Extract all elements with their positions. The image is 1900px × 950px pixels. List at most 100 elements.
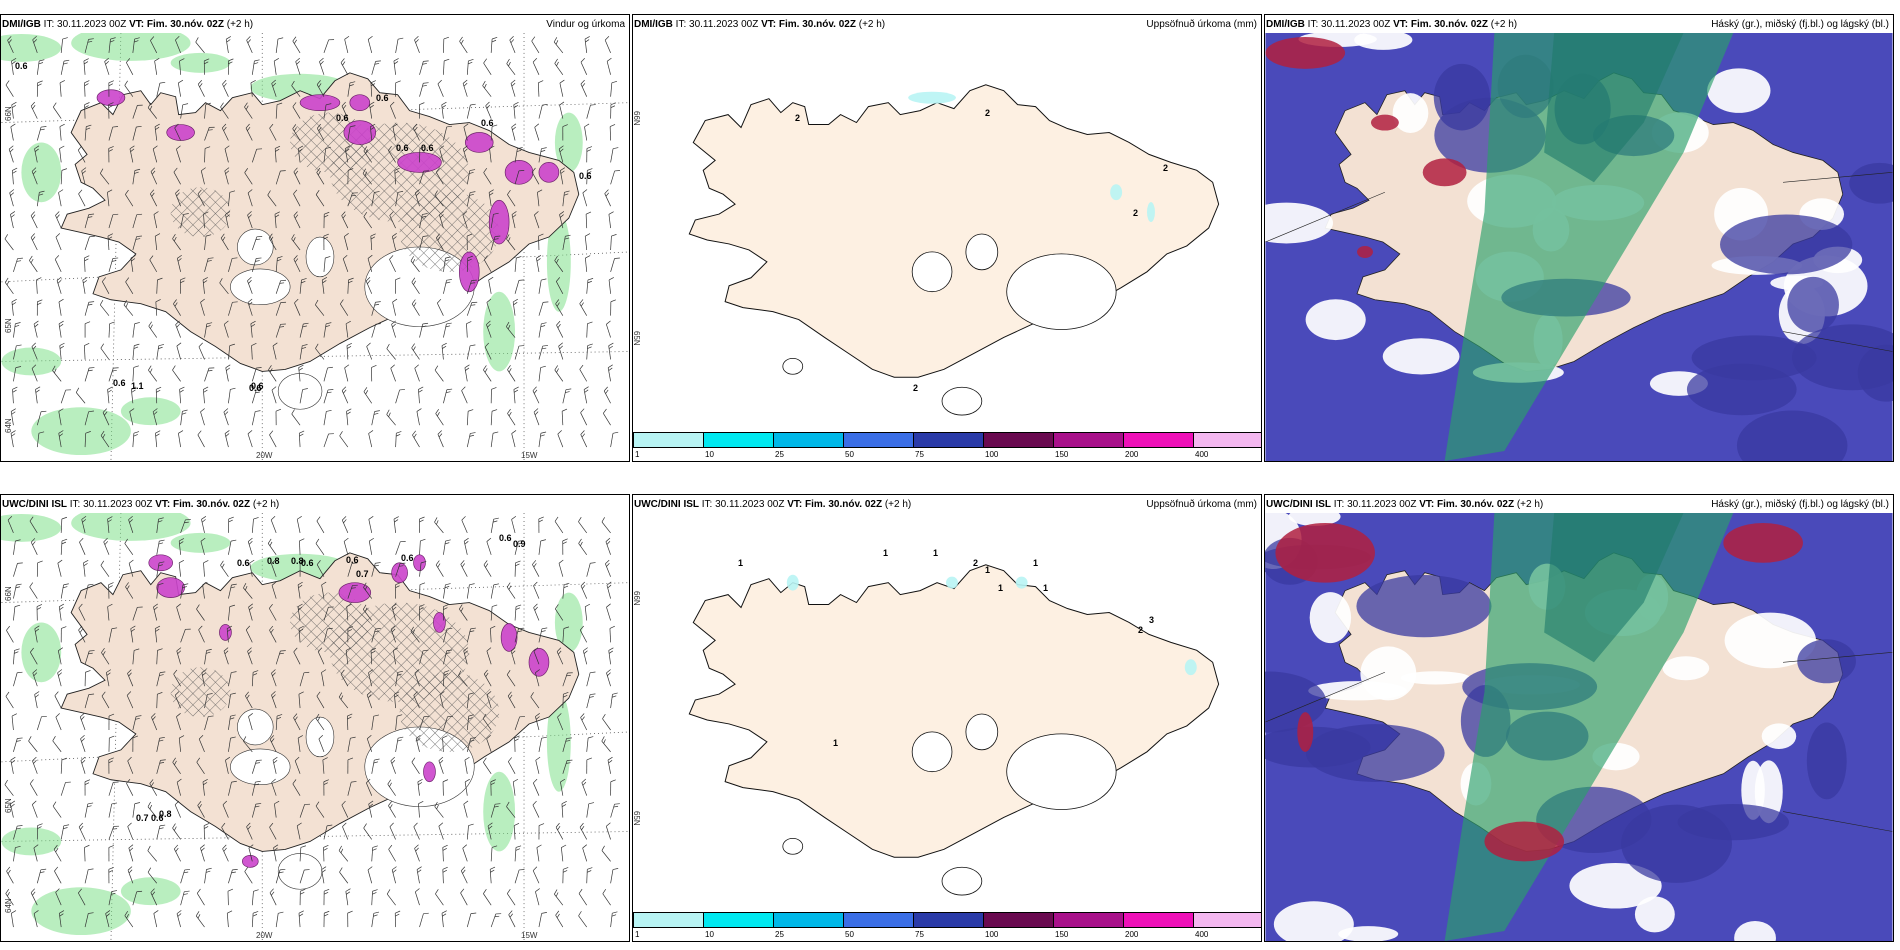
model-name: DMI/IGB [1266, 19, 1305, 30]
longitude-label: 15W [521, 451, 538, 460]
contour-value-label: 0.6 [481, 118, 494, 128]
colorbar-tick-label: 200 [1125, 450, 1139, 459]
map-canvas [1, 33, 629, 461]
latitude-label: 65N [632, 811, 641, 826]
valid-time: Fim. 30.nóv. 02Z [805, 499, 883, 510]
contour-value-label: 0.6 [336, 113, 349, 123]
panel-title: UWC/DINI ISL IT: 30.11.2023 00Z VT: Fim.… [2, 499, 279, 510]
contour-value-label: 2 [973, 558, 979, 568]
latitude-label: 66N [632, 591, 641, 606]
colorbar-swatch [703, 912, 774, 928]
longitude-label: 20W [256, 451, 273, 460]
contour-value-label: 2 [1163, 163, 1169, 173]
contour-value-label: 2 [913, 383, 919, 393]
init-time: IT: 30.11.2023 00Z [701, 499, 785, 510]
model-name: UWC/DINI ISL [1266, 499, 1331, 510]
valid-time: Fim. 30.nóv. 02Z [1437, 499, 1515, 510]
contour-value-label: 0.6 [151, 813, 164, 823]
colorbar-tick-label: 25 [775, 450, 784, 459]
contour-value-label: 1.1 [131, 381, 144, 391]
latitude-label: 65N [4, 798, 13, 813]
lead-time: (+2 h) [1490, 19, 1518, 30]
map-canvas [1265, 33, 1893, 461]
contour-value-label: 0.6 [579, 171, 592, 181]
lead-time: (+2 h) [226, 19, 254, 30]
contour-value-label: 2 [985, 108, 991, 118]
map-canvas [1265, 513, 1893, 941]
colorbar-swatch [773, 912, 844, 928]
contour-value-label: 0.7 [356, 569, 369, 579]
contour-value-label: 0.6 [15, 61, 28, 71]
panel-title: DMI/IGB IT: 30.11.2023 00Z VT: Fim. 30.n… [2, 19, 253, 30]
model-name: DMI/IGB [2, 19, 41, 30]
model-name: DMI/IGB [634, 19, 673, 30]
colorbar-tick-label: 75 [915, 450, 924, 459]
panel-title: DMI/IGB IT: 30.11.2023 00Z VT: Fim. 30.n… [1266, 19, 1517, 30]
colorbar-swatch [1053, 912, 1124, 928]
valid-time-label: VT: [1393, 19, 1409, 30]
lead-time: (+2 h) [252, 499, 280, 510]
colorbar-tick-label: 10 [705, 930, 714, 939]
colorbar-tick-label: 150 [1055, 930, 1069, 939]
contour-value-label: 1 [1043, 583, 1049, 593]
contour-value-label: 0.6 [401, 553, 414, 563]
panel-field-title: Vindur og úrkoma [546, 19, 625, 30]
panel-title: DMI/IGB IT: 30.11.2023 00Z VT: Fim. 30.n… [634, 19, 885, 30]
map-canvas [688, 564, 1220, 896]
colorbar-tick-label: 10 [705, 450, 714, 459]
colorbar-swatch [633, 912, 704, 928]
colorbar-swatch [913, 912, 984, 928]
colorbar-swatch [983, 912, 1054, 928]
valid-time-label: VT: [129, 19, 145, 30]
latitude-label: 65N [4, 318, 13, 333]
longitude-label: 15W [521, 931, 538, 940]
colorbar-tick-label: 100 [985, 450, 999, 459]
map-panel-dmi-wind: DMI/IGB IT: 30.11.2023 00Z VT: Fim. 30.n… [0, 14, 630, 462]
valid-time-label: VT: [787, 499, 803, 510]
valid-time-label: VT: [1419, 499, 1435, 510]
colorbar-swatch [843, 912, 914, 928]
valid-time: Fim. 30.nóv. 02Z [1410, 19, 1488, 30]
latitude-label: 66N [632, 111, 641, 126]
valid-time: Fim. 30.nóv. 02Z [173, 499, 251, 510]
contour-value-label: 0.6 [421, 143, 434, 153]
map-panel-uwc-accum: UWC/DINI ISL IT: 30.11.2023 00Z VT: Fim.… [632, 494, 1262, 942]
contour-value-label: 0.8 [267, 556, 280, 566]
valid-time-label: VT: [761, 19, 777, 30]
colorbar-swatch [1193, 912, 1261, 928]
map-canvas [1, 513, 629, 941]
contour-value-label: 3 [1149, 615, 1155, 625]
contour-value-label: 1 [738, 558, 744, 568]
init-time: IT: 30.11.2023 00Z [69, 499, 153, 510]
contour-value-label: 1 [933, 548, 939, 558]
map-canvas [688, 84, 1220, 416]
init-time: IT: 30.11.2023 00Z [43, 19, 127, 30]
contour-value-label: 2 [1138, 625, 1144, 635]
colorbar-swatch [703, 432, 774, 448]
valid-time: Fim. 30.nóv. 02Z [778, 19, 856, 30]
contour-value-label: 0.8 [159, 809, 172, 819]
panel-field-title: Uppsöfnuð úrkoma (mm) [1146, 19, 1257, 30]
contour-value-label: 0.6 [237, 558, 250, 568]
contour-value-label: 1 [833, 738, 839, 748]
lead-time: (+2 h) [1516, 499, 1544, 510]
colorbar-swatch [983, 432, 1054, 448]
valid-time: Fim. 30.nóv. 02Z [146, 19, 224, 30]
init-time: IT: 30.11.2023 00Z [1307, 19, 1391, 30]
valid-time-label: VT: [155, 499, 171, 510]
contour-value-label: 2 [1133, 208, 1139, 218]
colorbar-tick-label: 1 [635, 930, 640, 939]
panel-field-title: Háský (gr.), miðský (fj.bl.) og lágský (… [1711, 499, 1889, 510]
latitude-label: 64N [4, 898, 13, 913]
contour-value-label: 0.6 [249, 383, 262, 393]
colorbar-swatch [843, 432, 914, 448]
precip-colorbar: 1 10 25 50 75 100 150 200 400 [633, 912, 1261, 941]
longitude-label: 20W [256, 931, 273, 940]
colorbar-swatch [913, 432, 984, 448]
init-time: IT: 30.11.2023 00Z [675, 19, 759, 30]
lead-time: (+2 h) [858, 19, 886, 30]
colorbar-tick-label: 200 [1125, 930, 1139, 939]
panel-field-title: Uppsöfnuð úrkoma (mm) [1146, 499, 1257, 510]
colorbar-swatch [773, 432, 844, 448]
contour-value-label: 1 [883, 548, 889, 558]
